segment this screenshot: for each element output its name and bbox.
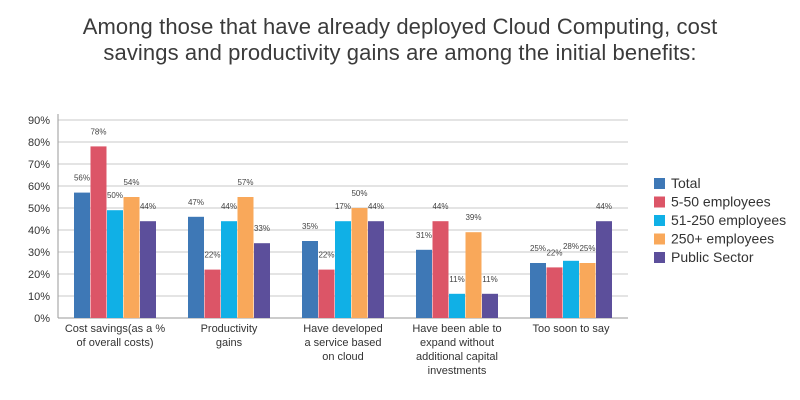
x-tick-label: Too soon to say: [532, 323, 610, 335]
legend-label: 51-250 employees: [671, 212, 786, 228]
x-tick-label: gains: [216, 337, 243, 349]
data-label: 44%: [596, 202, 612, 211]
y-tick-label: 30%: [28, 247, 50, 259]
legend-label: 5-50 employees: [671, 194, 771, 210]
y-tick-label: 60%: [28, 181, 50, 193]
data-label: 11%: [449, 275, 464, 284]
data-label: 50%: [107, 191, 123, 200]
data-label: 22%: [318, 251, 334, 260]
x-tick-label: additional capital: [416, 351, 498, 363]
x-tick-label: Have been able to: [412, 323, 501, 335]
y-tick-label: 40%: [28, 225, 50, 237]
data-label: 54%: [123, 178, 139, 187]
bar: [254, 243, 270, 318]
data-label: 31%: [416, 231, 432, 240]
y-tick-label: 0%: [34, 313, 50, 325]
bar: [221, 221, 237, 318]
data-label: 22%: [546, 248, 562, 257]
bar: [563, 260, 579, 318]
bar: [123, 197, 140, 318]
x-tick-label: expand without: [420, 337, 494, 349]
x-tick-label: on cloud: [322, 351, 364, 363]
legend-swatch: [654, 215, 665, 226]
data-label: 22%: [204, 251, 220, 260]
bar: [465, 232, 482, 318]
x-tick-label: Productivity: [201, 323, 258, 335]
data-label: 35%: [302, 222, 318, 231]
bar: [368, 221, 384, 318]
data-label: 39%: [465, 213, 481, 222]
bar: [188, 216, 204, 318]
bar: [90, 146, 107, 318]
data-label: 57%: [237, 178, 253, 187]
bar: [237, 197, 254, 318]
data-label: 11%: [482, 275, 497, 284]
legend-label: 250+ employees: [671, 231, 774, 247]
bar: [74, 192, 90, 318]
bar: [107, 210, 123, 318]
y-tick-label: 20%: [28, 269, 50, 281]
chart-title: Among those that have already deployed C…: [0, 14, 800, 66]
bar: [596, 221, 612, 318]
y-tick-label: 70%: [28, 159, 50, 171]
bar: [449, 293, 465, 318]
bar: [482, 293, 498, 318]
data-label: 50%: [351, 189, 367, 198]
x-tick-label: Cost savings(as a %: [65, 323, 165, 335]
y-tick-label: 50%: [28, 203, 50, 215]
data-label: 33%: [254, 224, 270, 233]
data-label: 44%: [368, 202, 384, 211]
data-label: 25%: [579, 244, 595, 253]
x-tick-label: of overall costs): [76, 337, 153, 349]
x-tick-label: Have developed: [303, 323, 383, 335]
bar: [335, 221, 351, 318]
bar: [318, 269, 335, 318]
y-tick-label: 90%: [28, 115, 50, 127]
legend-swatch: [654, 196, 665, 208]
bar: [579, 263, 596, 318]
data-label: 44%: [140, 202, 156, 211]
legend-swatch: [654, 178, 665, 189]
data-label: 78%: [90, 127, 106, 136]
legend-swatch: [654, 252, 665, 263]
chart-title-line-1: Among those that have already deployed C…: [82, 14, 718, 39]
chart-title-line-2: savings and productivity gains are among…: [103, 40, 697, 65]
data-label: 47%: [188, 198, 204, 207]
bar: [302, 241, 318, 318]
x-tick-label: investments: [428, 365, 487, 377]
bar: [204, 269, 221, 318]
data-label: 44%: [221, 202, 237, 211]
bar: [432, 221, 449, 318]
data-label: 28%: [563, 242, 579, 251]
y-tick-label: 80%: [28, 137, 50, 149]
bar: [546, 267, 563, 318]
bar: [351, 208, 368, 318]
legend-label: Public Sector: [671, 249, 754, 265]
x-tick-label: a service based: [304, 337, 381, 349]
data-label: 56%: [74, 174, 90, 183]
bar: [416, 249, 432, 318]
bar: [140, 221, 156, 318]
data-label: 25%: [530, 244, 546, 253]
legend-label: Total: [671, 175, 701, 191]
data-label: 44%: [432, 202, 448, 211]
y-tick-label: 10%: [28, 291, 50, 303]
data-label: 17%: [335, 202, 351, 211]
bar: [530, 263, 546, 318]
legend-swatch: [654, 233, 665, 245]
